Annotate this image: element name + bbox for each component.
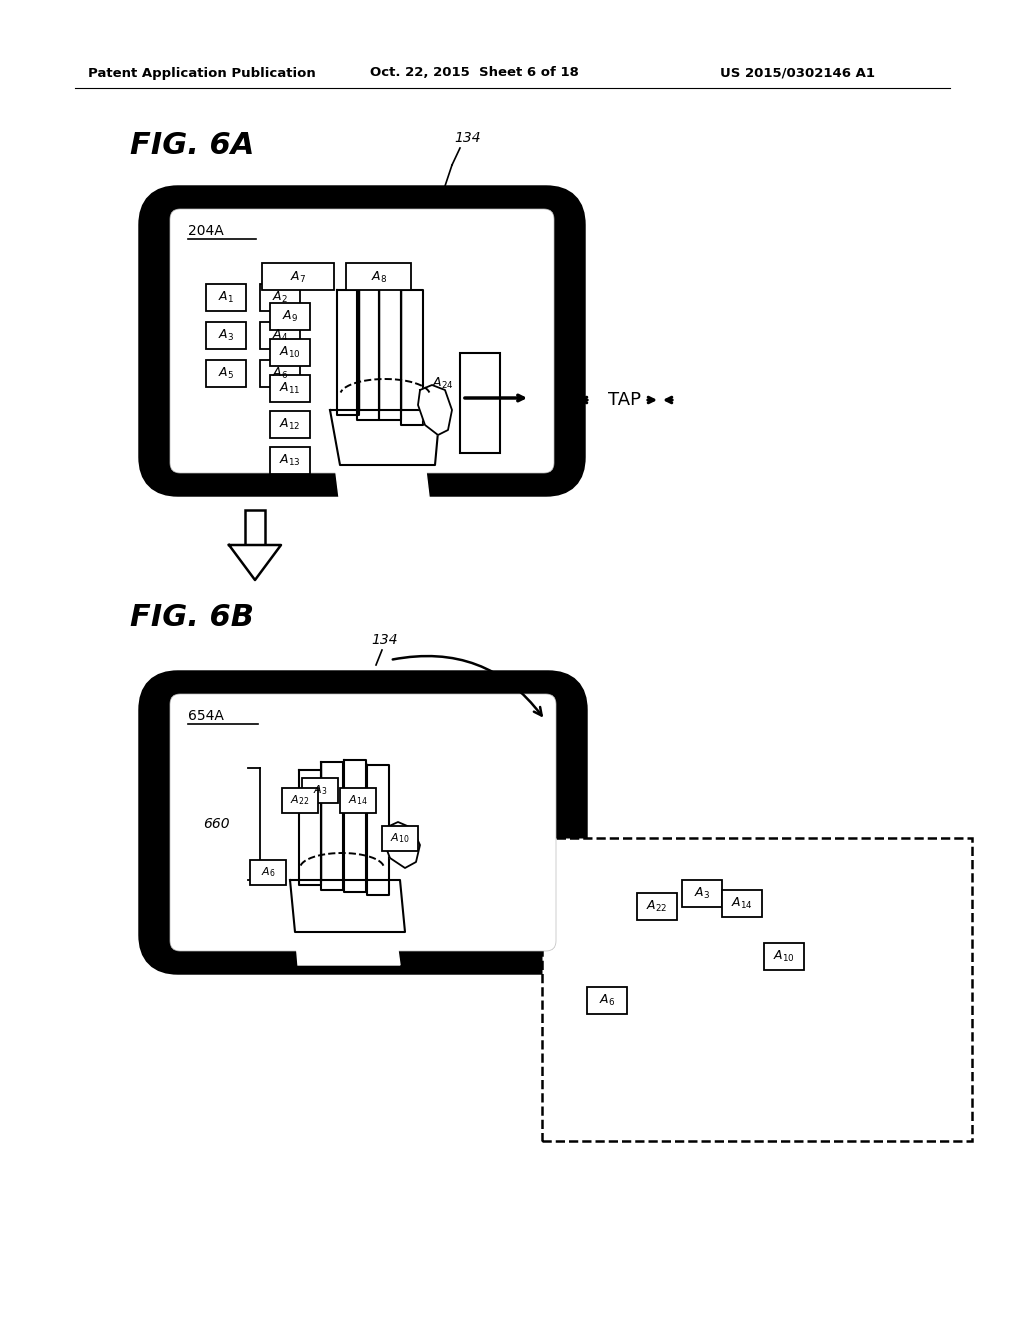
Text: $A_6$: $A_6$ bbox=[599, 993, 615, 1007]
Bar bbox=[206, 322, 246, 348]
Text: FIG. 6B: FIG. 6B bbox=[130, 603, 254, 632]
Bar bbox=[270, 447, 310, 474]
Polygon shape bbox=[367, 766, 389, 895]
Text: 134: 134 bbox=[455, 131, 481, 145]
Text: $A_{12}$: $A_{12}$ bbox=[280, 416, 301, 432]
Text: $A_{9}$: $A_{9}$ bbox=[282, 309, 298, 323]
Bar bbox=[682, 880, 722, 907]
Text: $A_{22}$: $A_{22}$ bbox=[646, 899, 668, 913]
Text: $A_{10}$: $A_{10}$ bbox=[773, 949, 795, 964]
Bar bbox=[382, 826, 418, 851]
Polygon shape bbox=[337, 290, 359, 414]
Bar bbox=[764, 942, 804, 970]
Polygon shape bbox=[335, 462, 430, 506]
Bar bbox=[340, 788, 376, 813]
Bar bbox=[637, 894, 677, 920]
Text: $A_{4}$: $A_{4}$ bbox=[272, 327, 288, 343]
Polygon shape bbox=[357, 282, 379, 420]
FancyBboxPatch shape bbox=[170, 209, 554, 473]
FancyBboxPatch shape bbox=[148, 680, 578, 965]
Text: $A_{6}$: $A_{6}$ bbox=[272, 366, 288, 380]
Bar bbox=[270, 375, 310, 403]
Text: $A_7$: $A_7$ bbox=[290, 269, 306, 285]
Text: 134: 134 bbox=[372, 634, 398, 647]
Bar bbox=[722, 890, 762, 917]
Text: US 2015/0302146 A1: US 2015/0302146 A1 bbox=[720, 66, 874, 79]
Bar bbox=[206, 360, 246, 387]
Text: 204A: 204A bbox=[188, 224, 224, 238]
Bar bbox=[270, 304, 310, 330]
Text: $A_{5}$: $A_{5}$ bbox=[218, 366, 234, 380]
Text: $A_3$: $A_3$ bbox=[312, 783, 328, 797]
Text: $A_{14}$: $A_{14}$ bbox=[731, 895, 753, 911]
Text: Oct. 22, 2015  Sheet 6 of 18: Oct. 22, 2015 Sheet 6 of 18 bbox=[370, 66, 579, 79]
Text: $A_{14}$: $A_{14}$ bbox=[348, 793, 368, 807]
FancyArrowPatch shape bbox=[393, 656, 542, 715]
Bar bbox=[270, 339, 310, 366]
Text: $A_{11}$: $A_{11}$ bbox=[280, 380, 301, 396]
Text: Patent Application Publication: Patent Application Publication bbox=[88, 66, 315, 79]
Text: $A_{24}$: $A_{24}$ bbox=[432, 375, 454, 391]
Bar bbox=[542, 838, 972, 1140]
Polygon shape bbox=[229, 545, 281, 579]
Bar bbox=[282, 788, 318, 813]
Text: 660: 660 bbox=[204, 817, 230, 832]
Polygon shape bbox=[383, 822, 420, 869]
Text: $A_{13}$: $A_{13}$ bbox=[280, 453, 301, 467]
Text: $A_6$: $A_6$ bbox=[261, 865, 275, 879]
Bar bbox=[260, 284, 300, 312]
Polygon shape bbox=[330, 411, 440, 465]
Text: $A_{10}$: $A_{10}$ bbox=[280, 345, 301, 359]
Bar bbox=[250, 861, 286, 884]
Bar bbox=[346, 263, 411, 290]
Bar bbox=[262, 263, 334, 290]
Bar bbox=[587, 987, 627, 1014]
Bar bbox=[206, 284, 246, 312]
Polygon shape bbox=[321, 762, 343, 890]
Bar bbox=[270, 411, 310, 438]
Text: $A_3$: $A_3$ bbox=[694, 886, 710, 900]
FancyBboxPatch shape bbox=[148, 195, 575, 487]
Text: $A_{10}$: $A_{10}$ bbox=[390, 832, 410, 845]
Text: $A_8$: $A_8$ bbox=[371, 269, 387, 285]
Text: FIG. 6A: FIG. 6A bbox=[130, 131, 254, 160]
Polygon shape bbox=[344, 760, 366, 892]
Text: $A_{22}$: $A_{22}$ bbox=[291, 793, 309, 807]
Text: 654A: 654A bbox=[188, 709, 224, 723]
Polygon shape bbox=[418, 385, 452, 436]
Bar bbox=[460, 352, 500, 453]
Polygon shape bbox=[290, 880, 406, 932]
Bar bbox=[302, 777, 338, 803]
Bar bbox=[260, 322, 300, 348]
FancyBboxPatch shape bbox=[170, 694, 556, 950]
Polygon shape bbox=[295, 927, 400, 965]
Polygon shape bbox=[299, 770, 321, 884]
Bar bbox=[245, 510, 265, 545]
Polygon shape bbox=[379, 282, 401, 420]
Text: TAP: TAP bbox=[608, 391, 641, 409]
Text: $A_{1}$: $A_{1}$ bbox=[218, 289, 233, 305]
Bar bbox=[260, 360, 300, 387]
Text: $A_{3}$: $A_{3}$ bbox=[218, 327, 234, 343]
Polygon shape bbox=[401, 290, 423, 425]
Text: $A_{2}$: $A_{2}$ bbox=[272, 289, 288, 305]
